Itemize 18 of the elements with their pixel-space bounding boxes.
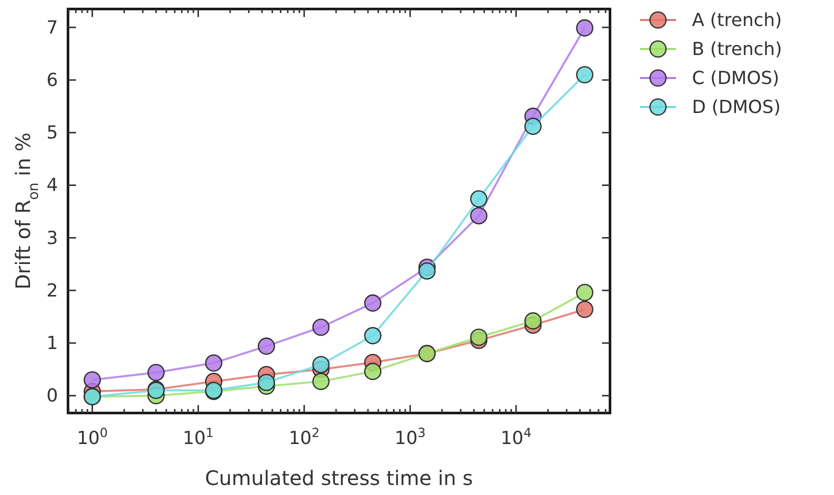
x-tick-label: 10$^{1}$ [182, 424, 214, 449]
legend-label: B (trench) [692, 39, 782, 60]
y-tick-label: 4 [46, 175, 58, 196]
y-tick-label: 6 [46, 70, 58, 92]
legend-label: A (trench) [692, 10, 782, 31]
legend-label: C (DMOS) [692, 68, 780, 89]
x-tick-label: 10$^{3}$ [394, 424, 426, 449]
x-tick-label: 10$^{0}$ [76, 424, 108, 449]
x-axis-title: Cumulated stress time in s [205, 466, 473, 490]
y-tick-label: 3 [46, 228, 58, 249]
legend-label: D (DMOS) [692, 97, 781, 118]
y-tick-label: 1 [46, 333, 58, 354]
x-tick-label: 10$^{4}$ [500, 424, 532, 449]
x-tick-label: 10$^{2}$ [288, 424, 320, 449]
y-tick-label: 0 [46, 386, 58, 407]
y-tick-label: 2 [46, 280, 58, 302]
y-tick-label: 5 [46, 122, 58, 144]
y-tick-label: 7 [46, 17, 58, 38]
